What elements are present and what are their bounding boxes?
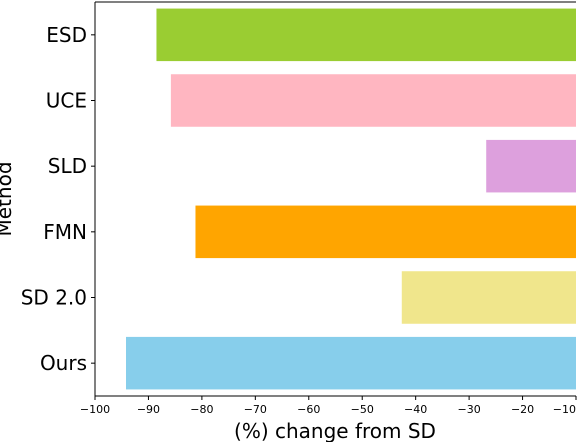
- x-tick-label: −10: [553, 403, 576, 416]
- plot-frame: [94, 1, 576, 397]
- x-ticks-group: −100 −90 −80 −70 −60 −50 −40 −30 −20 −10: [80, 396, 577, 416]
- bars-group: [125, 8, 577, 390]
- x-tick-label: −80: [190, 403, 213, 416]
- x-tick-label: −60: [297, 403, 320, 416]
- x-tick-label: −70: [244, 403, 267, 416]
- bar-fmn: [195, 205, 576, 259]
- y-tick-label-sld: SLD: [48, 154, 87, 178]
- y-axis-label: Method: [0, 161, 16, 236]
- x-tick-label: −50: [351, 403, 374, 416]
- y-tick-label-fmn: FMN: [43, 220, 87, 244]
- bar-esd: [156, 8, 576, 62]
- bar-sd-2-0: [401, 271, 576, 324]
- bar-ours: [125, 336, 577, 390]
- y-tick-label-ours: Ours: [40, 351, 87, 375]
- y-tick-label-esd: ESD: [46, 23, 87, 47]
- y-tick-label-uce: UCE: [46, 89, 87, 113]
- y-tick-label-sd-2-0: SD 2.0: [21, 286, 87, 310]
- x-tick-label: −20: [511, 403, 534, 416]
- bar-uce: [170, 74, 576, 127]
- bar-sld: [486, 139, 576, 193]
- x-axis-label: (%) change from SD: [234, 419, 436, 442]
- y-ticks-group: ESD UCE SLD FMN SD 2.0 Ours: [21, 23, 95, 375]
- x-tick-label: −90: [137, 403, 160, 416]
- x-tick-label: −40: [404, 403, 427, 416]
- x-tick-label: −30: [458, 403, 481, 416]
- x-tick-label: −100: [80, 403, 110, 416]
